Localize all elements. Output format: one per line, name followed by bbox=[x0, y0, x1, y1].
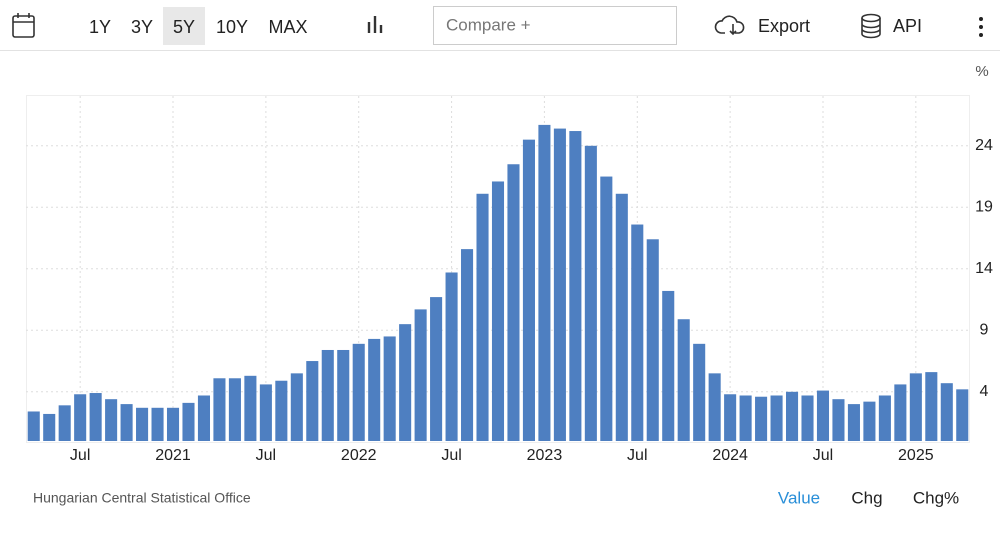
range-button[interactable]: 5Y bbox=[173, 17, 195, 37]
view-button[interactable]: Value bbox=[778, 488, 820, 507]
bar bbox=[275, 380, 288, 441]
export-button[interactable]: Export bbox=[758, 16, 810, 36]
bar bbox=[43, 413, 56, 441]
bar bbox=[58, 405, 71, 441]
x-tick-label: 2024 bbox=[712, 447, 748, 464]
bar bbox=[306, 361, 319, 441]
bar bbox=[491, 181, 505, 441]
x-tick-label: Jul bbox=[813, 447, 833, 464]
bar bbox=[337, 349, 350, 441]
bar bbox=[816, 390, 830, 441]
calendar-icon[interactable] bbox=[12, 15, 35, 38]
bar bbox=[430, 297, 443, 441]
bar bbox=[894, 384, 907, 441]
bar bbox=[925, 372, 938, 441]
y-tick-label: 19 bbox=[975, 199, 993, 216]
bar bbox=[383, 336, 396, 441]
bar bbox=[522, 139, 535, 441]
chart-type-icon[interactable] bbox=[367, 16, 383, 33]
bar bbox=[352, 343, 365, 441]
bar bbox=[909, 373, 922, 441]
bar bbox=[120, 404, 133, 441]
x-tick-label: Jul bbox=[627, 447, 647, 464]
bar bbox=[74, 394, 87, 441]
menu-icon[interactable] bbox=[979, 17, 983, 37]
api-icon[interactable] bbox=[861, 13, 881, 39]
x-tick-label: Jul bbox=[256, 447, 276, 464]
bar bbox=[136, 407, 149, 441]
bar bbox=[801, 395, 814, 441]
bar bbox=[847, 404, 860, 441]
bar bbox=[538, 124, 551, 441]
bar bbox=[785, 391, 799, 441]
bar bbox=[414, 309, 427, 441]
bar bbox=[213, 378, 226, 441]
x-tick-label: Jul bbox=[70, 447, 90, 464]
bar bbox=[151, 407, 164, 441]
range-button[interactable]: MAX bbox=[268, 17, 307, 37]
bar bbox=[228, 378, 241, 441]
bar bbox=[166, 407, 180, 441]
bar bbox=[259, 384, 272, 441]
x-tick-label: Jul bbox=[441, 447, 461, 464]
bar bbox=[399, 324, 412, 441]
x-tick-label: 2021 bbox=[155, 447, 191, 464]
bar bbox=[956, 389, 969, 441]
bar bbox=[290, 373, 303, 441]
api-button[interactable]: API bbox=[893, 16, 922, 36]
compare-input[interactable]: Compare + bbox=[446, 15, 531, 34]
bar bbox=[244, 375, 257, 441]
y-tick-label: 14 bbox=[975, 260, 993, 277]
bar bbox=[182, 402, 195, 441]
bar bbox=[368, 338, 381, 441]
y-tick-label: 9 bbox=[980, 322, 989, 339]
bar bbox=[89, 393, 102, 441]
bar bbox=[708, 373, 721, 441]
toolbar bbox=[12, 6, 881, 45]
bar bbox=[770, 395, 783, 441]
bar bbox=[461, 249, 474, 441]
bar bbox=[662, 290, 675, 441]
source: Hungarian Central Statistical Office bbox=[33, 490, 251, 506]
bar bbox=[940, 383, 953, 441]
y-tick-label: 4 bbox=[980, 383, 989, 400]
bar bbox=[832, 399, 845, 441]
range-button[interactable]: 3Y bbox=[131, 17, 153, 37]
y-unit: % bbox=[975, 63, 988, 80]
bar bbox=[105, 399, 118, 441]
bar bbox=[507, 164, 520, 441]
x-tick-label: 2025 bbox=[898, 447, 934, 464]
bar bbox=[755, 396, 768, 441]
bar bbox=[863, 401, 876, 441]
bar bbox=[197, 395, 211, 441]
bar bbox=[878, 395, 891, 441]
bar bbox=[600, 176, 613, 442]
bar bbox=[553, 128, 566, 441]
y-tick-label: 24 bbox=[975, 137, 993, 154]
bar bbox=[677, 319, 690, 441]
bar bbox=[476, 193, 489, 441]
bar bbox=[739, 395, 752, 441]
bar bbox=[631, 224, 644, 441]
x-tick-label: 2022 bbox=[341, 447, 377, 464]
bar bbox=[584, 145, 597, 442]
view-button[interactable]: Chg bbox=[851, 488, 882, 507]
bar bbox=[615, 193, 628, 441]
view-button[interactable]: Chg% bbox=[913, 488, 959, 507]
bar bbox=[693, 343, 706, 441]
x-tick-label: 2023 bbox=[527, 447, 563, 464]
range-selected-bg bbox=[163, 7, 205, 45]
compare-box[interactable] bbox=[433, 6, 677, 45]
range-button[interactable]: 10Y bbox=[216, 17, 248, 37]
export-icon[interactable] bbox=[714, 15, 745, 34]
bar bbox=[321, 349, 334, 441]
range-button[interactable]: 1Y bbox=[89, 17, 111, 37]
bar bbox=[724, 394, 737, 441]
bar bbox=[646, 239, 659, 441]
bar bbox=[27, 411, 40, 441]
bar bbox=[569, 131, 582, 442]
bar bbox=[445, 272, 458, 441]
